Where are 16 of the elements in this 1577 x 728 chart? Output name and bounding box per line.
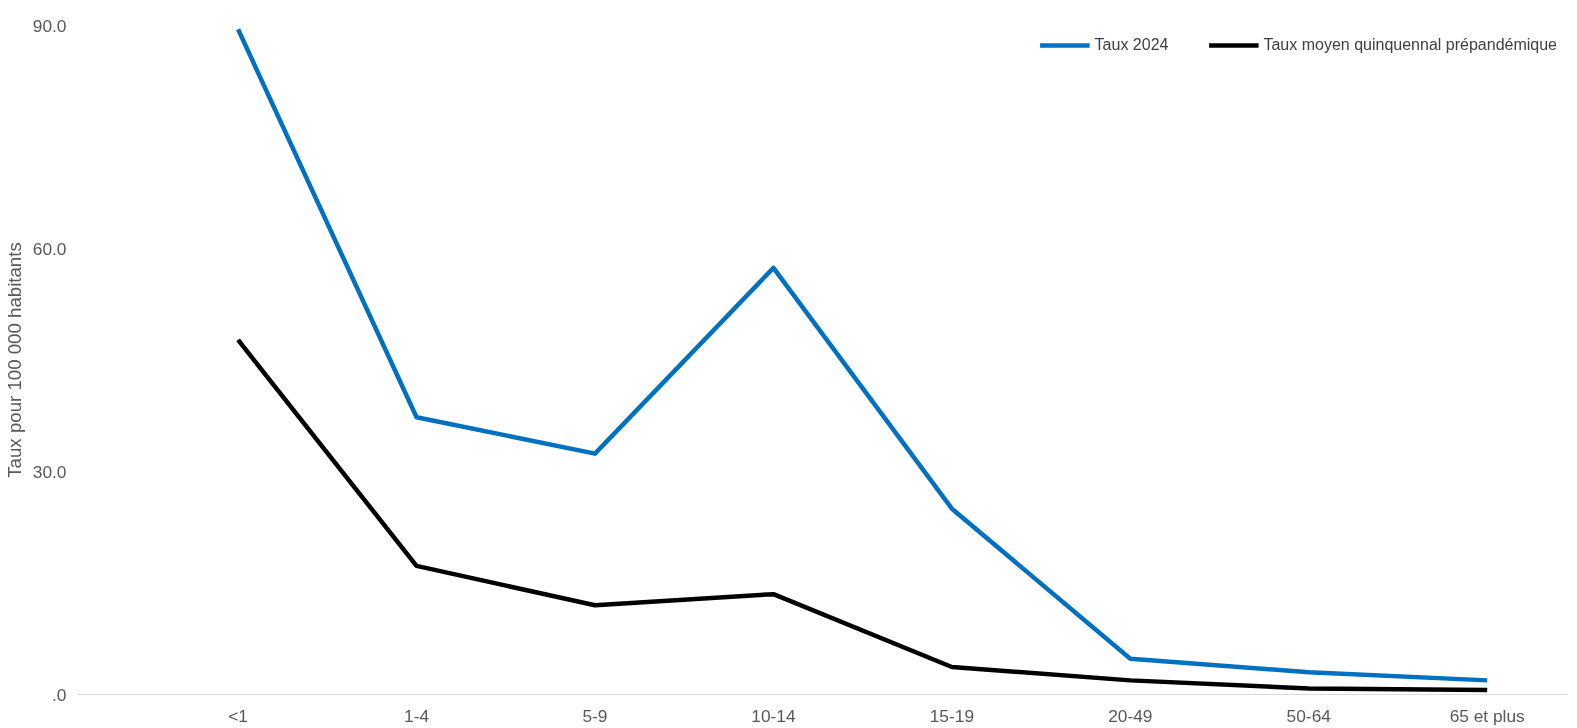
x-tick-label: 10-14: [751, 705, 796, 726]
legend-label: Taux 2024: [1094, 36, 1169, 54]
x-tick-label: 50-64: [1286, 705, 1332, 726]
y-tick-label: .0: [52, 684, 67, 705]
x-tick-label: <1: [228, 705, 248, 726]
y-tick-label: 60.0: [32, 238, 67, 259]
x-tick-label: 5-9: [582, 705, 608, 726]
y-axis-title: Taux pour 100 000 habitants: [3, 242, 25, 478]
x-tick-label: 1-4: [404, 705, 430, 726]
y-tick-label: 30.0: [32, 461, 67, 482]
legend-label: Taux moyen quinquennal prépandémique: [1263, 36, 1557, 54]
x-tick-label: 20-49: [1108, 705, 1153, 726]
y-tick-label: 90.0: [32, 15, 67, 36]
x-tick-label: 15-19: [929, 705, 975, 726]
line-series: [235, 337, 1490, 693]
x-tick-label: 65 et plus: [1449, 705, 1526, 726]
